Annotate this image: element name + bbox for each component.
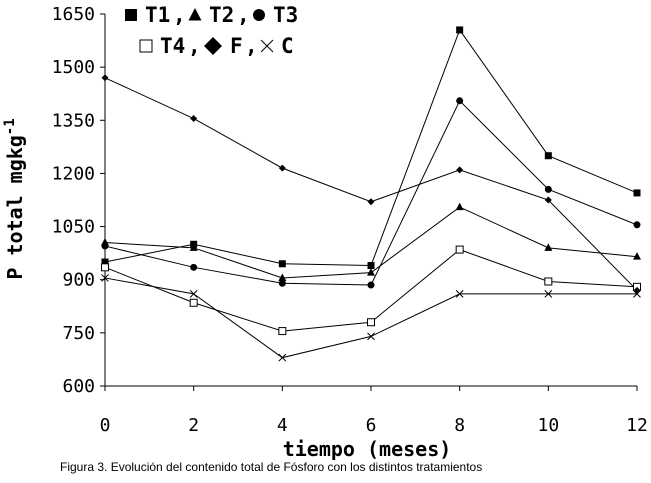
data-point-c	[101, 274, 109, 282]
data-point-t2	[544, 243, 553, 251]
data-point-t4	[544, 277, 553, 286]
data-point-t2	[367, 268, 375, 276]
data-point-t1	[456, 26, 464, 34]
data-point-t1	[101, 258, 109, 266]
y-tick-label: 900	[62, 270, 95, 291]
legend-marker-t2	[188, 8, 202, 21]
legend-marker-t1	[125, 9, 137, 21]
legend-marker-c-stroke	[260, 39, 274, 53]
x-tick-label: 4	[277, 415, 288, 436]
y-axis-title-main: P total mgkg	[3, 135, 27, 280]
data-point-t1	[633, 189, 641, 197]
y-axis-title: P total mgkg-1	[2, 118, 27, 279]
series-line-t3	[104, 99, 638, 286]
y-tick-label: 750	[62, 323, 95, 344]
x-tick-label: 8	[454, 415, 465, 436]
data-point-c	[633, 290, 641, 298]
figure-caption: Figura 3. Evolución del contenido total …	[60, 460, 483, 474]
data-point-t1	[367, 262, 375, 270]
legend-separator: ,	[237, 3, 250, 27]
data-point-t2	[189, 243, 198, 251]
series-line-c	[104, 277, 637, 359]
data-point-t1	[278, 260, 286, 268]
legend-label-f: F	[230, 34, 243, 58]
data-point-f	[544, 196, 552, 204]
data-point-t4	[367, 318, 375, 327]
x-tick-label: 10	[537, 415, 559, 436]
data-point-c-stroke	[633, 290, 641, 298]
data-point-f	[367, 198, 375, 206]
legend-label-t1: T1	[145, 3, 170, 27]
series-lines	[104, 28, 638, 359]
data-point-f	[190, 115, 198, 123]
legend-marker-f	[204, 37, 222, 55]
legend-marker-t4	[139, 39, 153, 53]
legend-label-t2: T2	[209, 3, 234, 27]
x-tick-label: 2	[188, 415, 199, 436]
legend-label-c: C	[281, 34, 294, 58]
x-axis-title: tiempo (meses)	[283, 437, 452, 461]
data-point-t3	[633, 221, 641, 229]
y-tick-label: 600	[62, 376, 95, 397]
y-axis-title-superscript: -1	[2, 118, 18, 135]
legend-separator: ,	[245, 34, 258, 58]
series-line-f	[104, 77, 638, 291]
legend-label-t4: T4	[160, 34, 185, 58]
data-point-t2	[633, 252, 641, 260]
x-tick-label: 12	[626, 415, 648, 436]
data-point-f	[456, 166, 464, 174]
data-point-t3	[278, 279, 286, 287]
y-tick-label: 1200	[52, 163, 95, 184]
data-point-c-stroke	[544, 290, 553, 298]
data-point-t3	[190, 263, 198, 271]
data-point-c	[189, 290, 198, 298]
data-point-c	[455, 290, 464, 298]
data-point-f	[101, 74, 109, 82]
data-point-c-stroke	[101, 274, 109, 282]
data-point-c-stroke	[367, 332, 375, 341]
series-line-t1	[104, 28, 638, 267]
data-point-t4	[101, 263, 109, 272]
y-tick-label: 1050	[52, 217, 95, 238]
series-markers	[101, 26, 641, 362]
data-point-t4	[189, 298, 198, 307]
data-point-f	[278, 164, 286, 172]
data-point-t4	[455, 245, 464, 254]
data-point-c	[544, 290, 553, 298]
data-point-c-stroke	[278, 353, 287, 362]
y-tick-label: 1350	[52, 110, 95, 131]
data-point-t2	[278, 273, 287, 281]
data-point-t3	[544, 185, 552, 193]
data-point-t3	[101, 242, 109, 250]
legend-marker-t3	[253, 9, 265, 21]
data-point-t1	[544, 152, 552, 160]
legend-separator: ,	[188, 34, 201, 58]
data-point-c-stroke	[189, 290, 198, 298]
legend-marker-c	[260, 39, 274, 53]
x-tick-label: 6	[366, 415, 377, 436]
data-point-c	[367, 332, 375, 341]
data-point-c	[278, 353, 287, 362]
data-point-t2	[455, 202, 464, 211]
x-tick-label: 0	[100, 415, 111, 436]
y-tick-label: 1650	[52, 4, 95, 25]
data-point-t3	[367, 281, 375, 289]
tick-labels: 600 750 900 1050 1200 1350 1500 1650 0 2 4 6 8 10 12	[52, 4, 648, 436]
data-point-t4	[278, 327, 287, 336]
data-point-t3	[456, 97, 464, 105]
data-point-c-stroke	[455, 290, 464, 298]
legend-separator: ,	[173, 3, 186, 27]
legend-label-t3: T3	[273, 3, 298, 27]
y-tick-label: 1500	[52, 57, 95, 78]
